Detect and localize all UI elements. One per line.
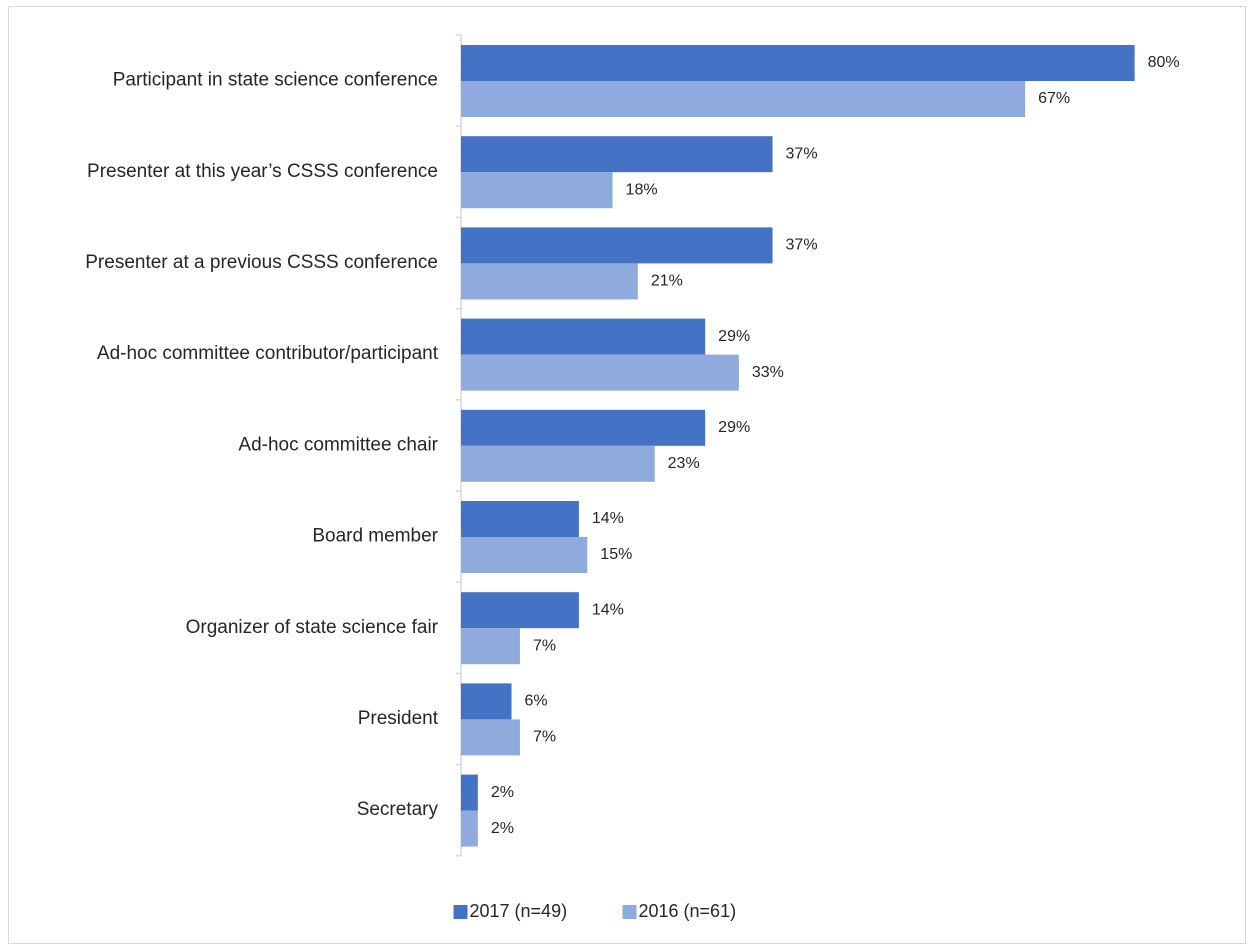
bar-2016	[461, 81, 1026, 117]
bar-2016	[461, 537, 588, 573]
data-label: 21%	[651, 273, 683, 290]
bar-2017	[461, 409, 706, 446]
data-label: 80%	[1148, 54, 1180, 71]
category-label: Presenter at this year’s CSSS conference	[87, 161, 438, 182]
bar-2016	[461, 354, 739, 391]
bar-2017	[461, 136, 773, 173]
data-label: 14%	[592, 510, 624, 527]
bar-2017	[461, 683, 512, 720]
bars-layer	[461, 45, 1135, 847]
bar-2017	[461, 45, 1135, 81]
category-label: Organizer of state science fair	[186, 617, 439, 638]
legend-swatch	[622, 905, 637, 919]
category-label: President	[358, 708, 439, 729]
category-label: Secretary	[357, 799, 439, 820]
bar-2016	[461, 628, 520, 665]
data-label: 37%	[786, 237, 818, 254]
bar-2016	[461, 445, 655, 482]
category-label: Presenter at a previous CSSS conference	[85, 252, 438, 273]
data-label: 14%	[592, 601, 624, 618]
data-label: 37%	[786, 145, 818, 162]
bar-2017	[461, 501, 579, 537]
data-label: 7%	[533, 637, 556, 654]
data-label: 29%	[718, 419, 750, 436]
data-label: 67%	[1038, 90, 1070, 107]
data-label: 33%	[752, 364, 784, 381]
bar-2016	[461, 263, 638, 300]
legend-label: 2016 (n=61)	[639, 901, 737, 921]
legend-label: 2017 (n=49)	[470, 901, 568, 921]
bar-2017	[461, 227, 773, 264]
category-label: Board member	[312, 526, 438, 547]
data-label: 23%	[668, 455, 700, 472]
category-label: Ad-hoc committee contributor/participant	[97, 343, 439, 364]
data-label: 7%	[533, 729, 556, 746]
bar-2016	[461, 172, 613, 209]
category-label: Ad-hoc committee chair	[238, 434, 438, 455]
legend-swatch	[453, 905, 468, 919]
category-label: Participant in state science conference	[113, 70, 438, 91]
data-label: 15%	[600, 546, 632, 563]
legend: 2017 (n=49) 2016 (n=61)	[453, 901, 737, 921]
bar-2017	[461, 774, 478, 811]
data-label: 6%	[525, 693, 548, 710]
data-label: 29%	[718, 328, 750, 345]
data-label: 2%	[491, 784, 514, 801]
data-label: 2%	[491, 820, 514, 837]
bar-2016	[461, 719, 520, 756]
axis-layer	[456, 34, 462, 857]
bar-2017	[461, 318, 706, 355]
bar-2017	[461, 592, 579, 629]
bar-2016	[461, 810, 478, 847]
data-label: 18%	[626, 181, 658, 198]
labels-layer: Participant in state science conference 8…	[85, 54, 1179, 837]
